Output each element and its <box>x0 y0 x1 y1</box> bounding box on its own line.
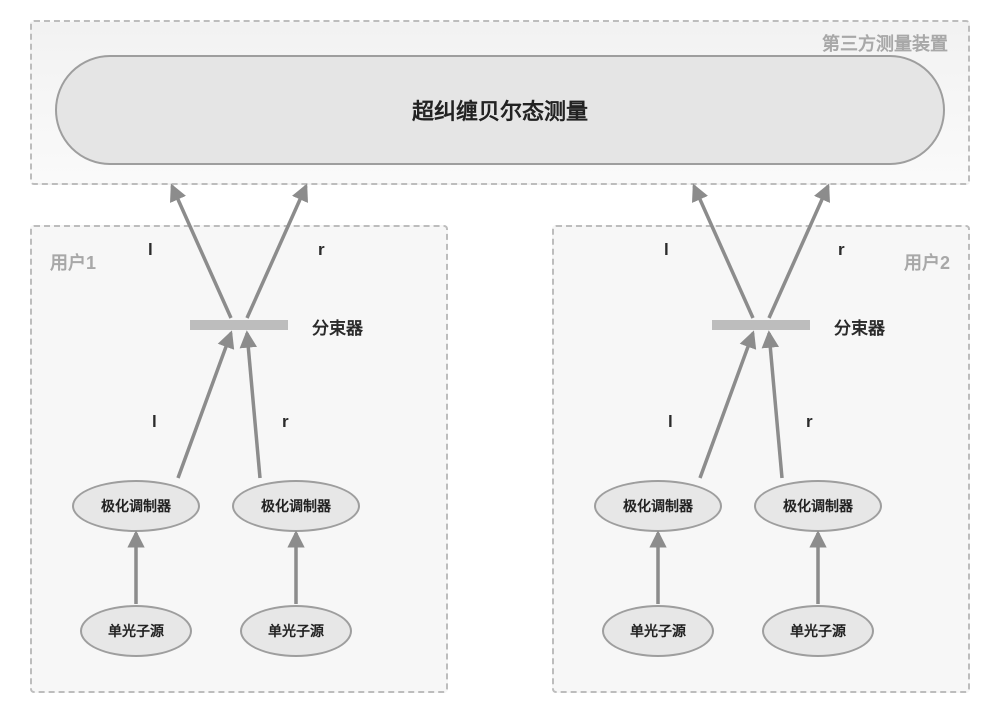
user2-upper-l-label: l <box>664 240 669 260</box>
user1-lower-r-label: r <box>282 412 289 432</box>
user1-modulator-0-label: 极化调制器 <box>101 496 171 516</box>
user2-source-1-label: 单光子源 <box>790 621 846 641</box>
user1-splitter-bar <box>190 320 288 330</box>
user1-source-0-label: 单光子源 <box>108 621 164 641</box>
user1-source-0: 单光子源 <box>80 605 192 657</box>
user2-splitter-bar <box>712 320 810 330</box>
user1-modulator-1-label: 极化调制器 <box>261 496 331 516</box>
user2-source-0: 单光子源 <box>602 605 714 657</box>
user2-label: 用户2 <box>904 249 950 275</box>
user1-lower-l-label: l <box>152 412 157 432</box>
user1-upper-r-label: r <box>318 240 325 260</box>
user1-upper-l-label: l <box>148 240 153 260</box>
user2-modulator-1-label: 极化调制器 <box>783 496 853 516</box>
user2-splitter-label: 分束器 <box>834 314 885 339</box>
user2-source-1: 单光子源 <box>762 605 874 657</box>
user2-lower-l-label: l <box>668 412 673 432</box>
bell-measurement-label: 超纠缠贝尔态测量 <box>412 94 588 126</box>
user2-upper-r-label: r <box>838 240 845 260</box>
user2-modulator-1: 极化调制器 <box>754 480 882 532</box>
user2-modulator-0-label: 极化调制器 <box>623 496 693 516</box>
bell-measurement-node: 超纠缠贝尔态测量 <box>55 55 945 165</box>
third-party-label: 第三方测量装置 <box>822 30 948 56</box>
user1-label: 用户1 <box>50 249 96 275</box>
user1-source-1-label: 单光子源 <box>268 621 324 641</box>
user2-lower-r-label: r <box>806 412 813 432</box>
diagram-canvas: 第三方测量装置超纠缠贝尔态测量用户1 分束器 l r l r 极化调制器 极化调制器单光子源 单… <box>0 0 1000 710</box>
user2-modulator-0: 极化调制器 <box>594 480 722 532</box>
user1-modulator-1: 极化调制器 <box>232 480 360 532</box>
user1-source-1: 单光子源 <box>240 605 352 657</box>
user1-modulator-0: 极化调制器 <box>72 480 200 532</box>
user2-source-0-label: 单光子源 <box>630 621 686 641</box>
user1-splitter-label: 分束器 <box>312 314 363 339</box>
